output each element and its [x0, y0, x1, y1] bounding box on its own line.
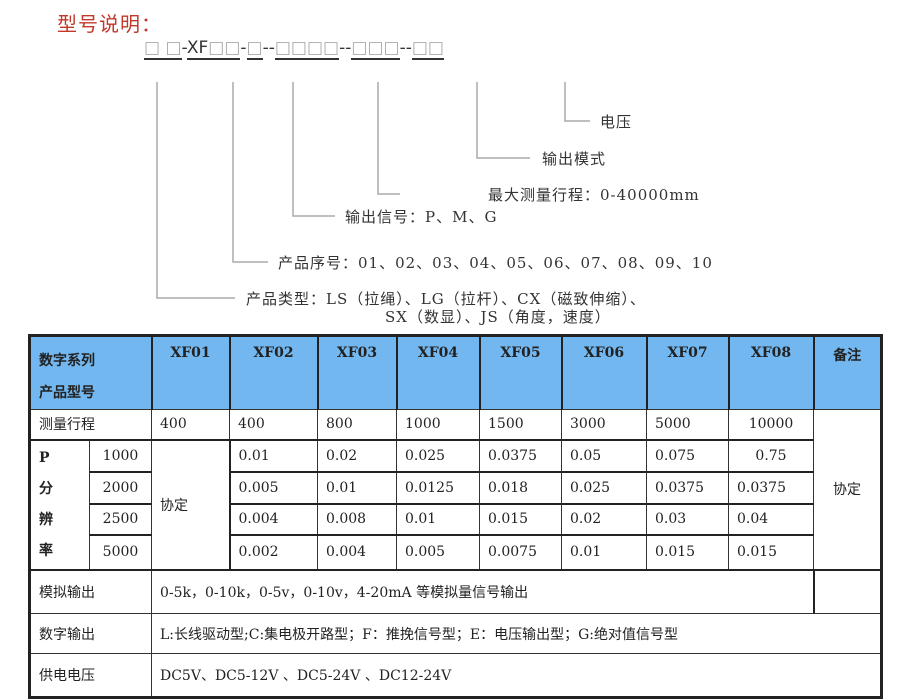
resolution-cell: 0.75: [728, 439, 814, 473]
table-row-digital: 数字输出 L:长线驱动型;C:集电极开路型；F：推挽信号型；E：电压输出型；G:…: [29, 613, 882, 654]
range-cell: 400: [229, 409, 318, 441]
label-type-2: SX（数显）、JS（角度，速度）: [385, 308, 611, 326]
code-separator: --: [339, 38, 352, 58]
header-model: XF03: [317, 335, 398, 410]
xf01-resolution: 协定: [151, 439, 231, 570]
resolution-cell: 0.0375: [728, 471, 814, 505]
resolution-cell: 0.025: [561, 471, 647, 505]
resolution-cell: 0.0375: [479, 439, 562, 473]
digital-label: 数字输出: [29, 613, 152, 654]
resolution-cell: 0.002: [229, 534, 318, 570]
resolution-cell: 0.004: [229, 503, 318, 536]
header-label: 数字系列 产品型号: [29, 335, 153, 410]
code-segment-signal: □: [246, 38, 263, 60]
range-cell: 400: [151, 409, 230, 441]
leader-line-mode: [476, 82, 530, 159]
resolution-cell: 0.0075: [479, 534, 562, 570]
resolution-cell: 0.05: [561, 439, 647, 473]
resolution-cell: 0.0375: [646, 471, 729, 505]
code-segment-type: □ □: [144, 38, 182, 60]
range-cell: 1500: [479, 409, 562, 441]
leader-line-voltage: [564, 82, 590, 122]
header-model: XF01: [151, 335, 231, 410]
table-row-resolution: 5000 0.002 0.004 0.005 0.0075 0.01 0.015…: [30, 534, 882, 570]
code-separator: --: [262, 38, 275, 58]
header-model: XF07: [646, 335, 730, 410]
code-separator: -: [240, 38, 247, 58]
table-row-resolution: 2500 0.004 0.008 0.01 0.015 0.02 0.03 0.…: [30, 503, 882, 536]
range-cell: 3000: [561, 409, 647, 441]
resolution-cell: 0.015: [728, 534, 814, 570]
resolution-cell: 0.008: [317, 503, 397, 536]
resolution-cell: 0.005: [396, 534, 480, 570]
code-segment-mode: □□□: [351, 38, 400, 60]
resolution-cell: 0.075: [646, 439, 729, 473]
label-type-1: 产品类型：LS（拉绳）、LG（拉杆）、CX（磁致伸缩）、: [246, 290, 646, 308]
ppr-cell: 2000: [89, 471, 152, 505]
table-header-row: 数字系列 产品型号 XF01 XF02 XF03 XF04 XF05 XF06 X…: [29, 335, 883, 410]
resolution-cell: 0.005: [229, 471, 318, 505]
table-row-resolution: 2000 0.005 0.01 0.0125 0.018 0.025 0.037…: [30, 471, 882, 505]
resolution-cell: 0.015: [479, 503, 562, 536]
resolution-cell: 0.02: [561, 503, 647, 536]
spec-table: 数字系列 产品型号 XF01 XF02 XF03 XF04 XF05 XF06 X…: [28, 334, 883, 699]
header-model: XF05: [479, 335, 563, 410]
analog-label: 模拟输出: [29, 569, 152, 614]
leader-lines: [156, 82, 590, 299]
label-output-signal: 输出信号：P、M、G: [345, 208, 498, 226]
label-voltage: 电压: [600, 113, 633, 131]
code-separator: -: [181, 38, 187, 58]
model-code-pattern: □ □-XF□□-□--□□□□--□□□--□□: [144, 38, 444, 60]
header-model: XF02: [229, 335, 319, 410]
code-segment-voltage: □□: [411, 38, 444, 60]
table-row-power: 供电电压 DC5V、DC5-12V 、DC5-24V 、DC12-24V: [29, 653, 882, 698]
range-cell: 10000: [728, 409, 814, 441]
header-remark: 备注: [813, 335, 883, 410]
code-segment-serial: XF□□: [186, 38, 241, 60]
resolution-cell: 0.004: [317, 534, 397, 570]
code-segment-range: □□□□: [274, 38, 340, 60]
resolution-cell: 0.01: [396, 503, 480, 536]
resolution-cell: 0.0125: [396, 471, 480, 505]
range-label: 测量行程: [29, 409, 152, 441]
resolution-cell: 0.01: [561, 534, 647, 570]
range-cell: 1000: [396, 409, 480, 441]
resolution-cell: 0.02: [317, 439, 397, 473]
range-cell: 800: [317, 409, 397, 441]
leader-line-range: [377, 82, 400, 195]
digital-value: L:长线驱动型;C:集电极开路型；F：推挽信号型；E：电压输出型；G:绝对值信号…: [151, 613, 882, 654]
ppr-cell: 5000: [89, 534, 152, 570]
leader-line-serial: [232, 82, 268, 263]
header-model: XF06: [561, 335, 648, 410]
resolution-cell: 0.01: [229, 439, 318, 473]
code-separator: --: [399, 38, 412, 58]
remark-cell: 协定: [813, 409, 883, 570]
table-row-analog: 模拟输出 0-5k，0-10k，0-5v，0-10v，4-20mA 等模拟量信号…: [29, 569, 882, 614]
header-model: XF08: [728, 335, 815, 410]
leader-line-signal: [292, 82, 335, 217]
table-row-range: 测量行程 400 400 800 1000 1500 3000 5000 100…: [29, 409, 883, 570]
ppr-cell: 2500: [89, 503, 152, 536]
resolution-cell: 0.025: [396, 439, 480, 473]
resolution-cell: 0.04: [728, 503, 814, 536]
resolution-cell: 0.03: [646, 503, 729, 536]
analog-value: 0-5k，0-10k，0-5v，0-10v，4-20mA 等模拟量信号输出: [151, 569, 815, 614]
label-max-range: 最大测量行程：0-40000mm: [488, 186, 700, 204]
label-output-mode: 输出模式: [542, 150, 607, 168]
power-label: 供电电压: [29, 653, 152, 698]
header-model: XF04: [396, 335, 481, 410]
analog-remark-empty: [813, 569, 882, 614]
resolution-cell: 0.018: [479, 471, 562, 505]
ppr-cell: 1000: [89, 439, 152, 473]
range-cell: 5000: [646, 409, 729, 441]
leader-line-type: [156, 82, 235, 299]
resolution-cell: 0.015: [646, 534, 729, 570]
label-serial: 产品序号：01、02、03、04、05、06、07、08、09、10: [278, 254, 713, 272]
resolution-cell: 0.01: [317, 471, 397, 505]
page-title: 型号说明：: [57, 12, 162, 36]
power-value: DC5V、DC5-12V 、DC5-24V 、DC12-24V: [151, 653, 882, 698]
